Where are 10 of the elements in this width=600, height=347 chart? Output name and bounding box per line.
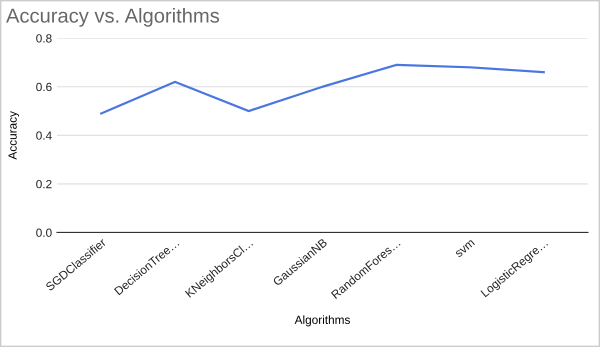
y-tick-label: 0.0 [36,228,52,237]
y-tick-label: 0.6 [36,82,52,92]
line-series [100,64,545,115]
y-tick-label: 0.2 [36,180,52,188]
y-axis-title: Accuracy [8,111,20,160]
y-tick-label: 0.8 [36,34,52,43]
x-tick-label: svm [455,240,475,258]
x-axis-title: Algorithms [294,315,350,326]
y-tick-label: 0.4 [36,131,52,140]
chart-title: Accuracy vs. Algorithms [6,8,220,27]
